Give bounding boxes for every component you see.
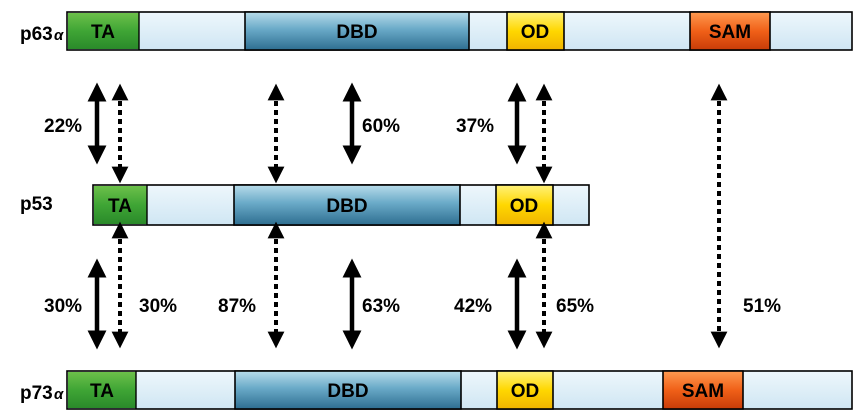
- domain-label-od-p63: OD: [521, 22, 550, 43]
- domain-label-dbd-p63: DBD: [336, 22, 377, 43]
- pct-ta-p63-p53: 22%: [44, 116, 82, 137]
- domain-sam-p63: [689, 11, 771, 51]
- domain-ta-p63: [68, 13, 139, 49]
- pct-sam-p63-p73: 51%: [743, 296, 781, 317]
- pct-od-dotted-p53-p73: 65%: [556, 296, 594, 317]
- pct-ta-p53-p73: 30%: [44, 296, 82, 317]
- domain-label-dbd-p73: DBD: [327, 381, 368, 402]
- pct-dbd-dotted-p53-p73: 87%: [218, 296, 256, 317]
- domain-ta-p73: [68, 372, 136, 408]
- domain-label-ta-p73: TA: [90, 381, 114, 402]
- domain-label-sam-p73: SAM: [682, 381, 724, 402]
- protein-p53: p53 TA DBD OD: [20, 184, 590, 226]
- protein-label-p63: p63: [20, 24, 53, 45]
- protein-label-p53: p53: [20, 194, 53, 215]
- pct-od-p53-p73: 42%: [454, 296, 492, 317]
- domain-label-sam-p63: SAM: [709, 22, 751, 43]
- domain-dbd-p53: [233, 184, 461, 226]
- protein-p63: p63 α TA DBD OD SAM: [20, 11, 853, 51]
- pct-dbd-p53-p73: 63%: [362, 296, 400, 317]
- pct-ta-dotted-p53-p73: 30%: [139, 296, 177, 317]
- domain-dbd-p73: [234, 370, 462, 410]
- pct-od-p63-p53: 37%: [456, 116, 494, 137]
- domain-dbd-p63: [244, 11, 470, 51]
- domain-label-od-p53: OD: [510, 196, 539, 217]
- arrows-p63-p53: 22% 60% 37%: [44, 82, 553, 184]
- protein-suffix-p73: α: [54, 386, 64, 403]
- domain-label-ta-p53: TA: [108, 196, 132, 217]
- domain-od-p53: [495, 184, 554, 226]
- domain-od-p73: [496, 370, 554, 410]
- arrows-p63-p73: 51%: [710, 83, 781, 349]
- domain-od-p63: [506, 11, 565, 51]
- protein-label-p73: p73: [20, 383, 53, 404]
- domain-ta-p53: [94, 186, 147, 224]
- arrows-p53-p73: 30% 30% 87% 63% 42% 65%: [44, 221, 594, 350]
- pct-dbd-p63-p53: 60%: [362, 116, 400, 137]
- domain-label-ta-p63: TA: [91, 22, 115, 43]
- protein-suffix-p63: α: [54, 27, 64, 44]
- domain-label-dbd-p53: DBD: [326, 196, 367, 217]
- domain-sam-p73: [662, 370, 744, 410]
- protein-p73: p73 α TA DBD OD SAM: [20, 370, 853, 410]
- domain-label-od-p73: OD: [511, 381, 540, 402]
